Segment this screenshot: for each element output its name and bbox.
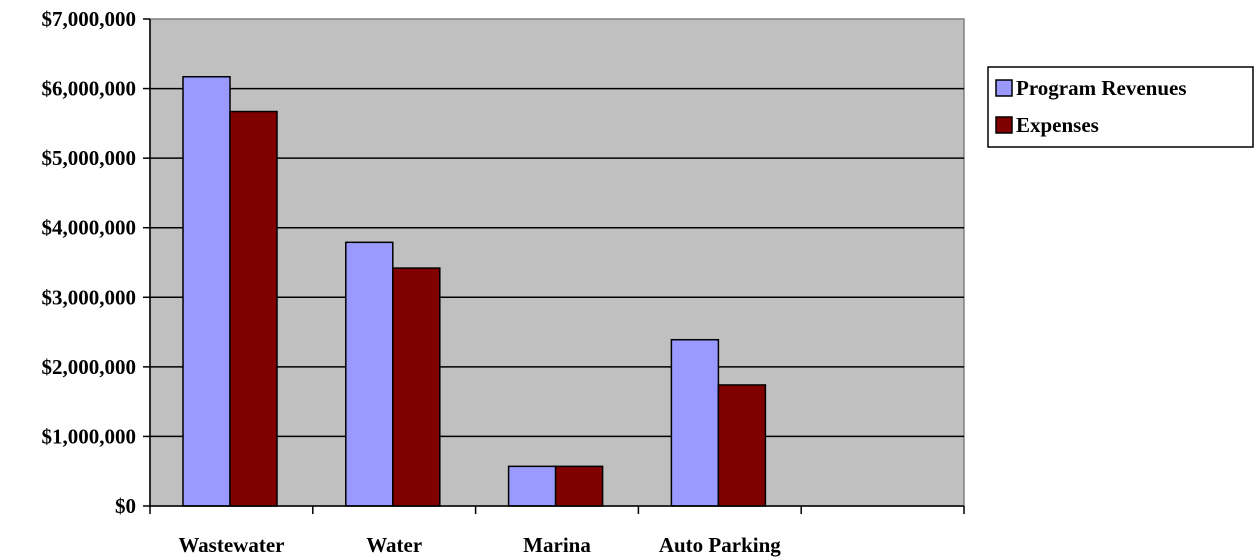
x-category-label: Marina — [523, 533, 591, 557]
bar-expenses — [554, 465, 604, 507]
gridlines — [150, 87, 964, 438]
y-tick-label: $5,000,000 — [42, 146, 137, 170]
y-tick-label: $4,000,000 — [42, 216, 137, 240]
bar-program-revenues — [182, 75, 231, 507]
y-tick-label: $3,000,000 — [42, 285, 137, 309]
bar-expenses — [392, 267, 441, 507]
bars — [182, 75, 767, 507]
x-tick-labels: Wastewater Water Marina Auto Parking — [178, 533, 781, 557]
y-tick-label: $1,000,000 — [42, 424, 137, 448]
axes — [143, 18, 965, 514]
legend: Program Revenues Expenses — [987, 66, 1254, 148]
y-tick-label: $7,000,000 — [42, 7, 137, 31]
bar-expenses — [229, 110, 278, 507]
y-tick-labels: $0 $1,000,000 $2,000,000 $3,000,000 $4,000,0… — [42, 7, 137, 518]
bar-expenses — [717, 384, 767, 507]
y-tick-label: $6,000,000 — [42, 77, 137, 101]
y-tick-label: $0 — [115, 494, 136, 518]
x-category-label: Wastewater — [178, 533, 284, 557]
bar-program-revenues — [670, 338, 720, 507]
legend-swatch-program-revenues — [995, 79, 1013, 97]
plot-area — [149, 18, 965, 507]
x-category-label: Water — [366, 533, 422, 557]
legend-label-expenses: Expenses — [1016, 113, 1099, 137]
legend-swatch-expenses — [995, 116, 1013, 134]
y-tick-label: $2,000,000 — [42, 355, 137, 379]
legend-box — [987, 66, 1254, 148]
legend-label-program-revenues: Program Revenues — [1016, 76, 1187, 100]
bar-program-revenues — [345, 241, 394, 507]
x-category-label: Auto Parking — [659, 533, 781, 557]
bar-program-revenues — [507, 465, 557, 507]
